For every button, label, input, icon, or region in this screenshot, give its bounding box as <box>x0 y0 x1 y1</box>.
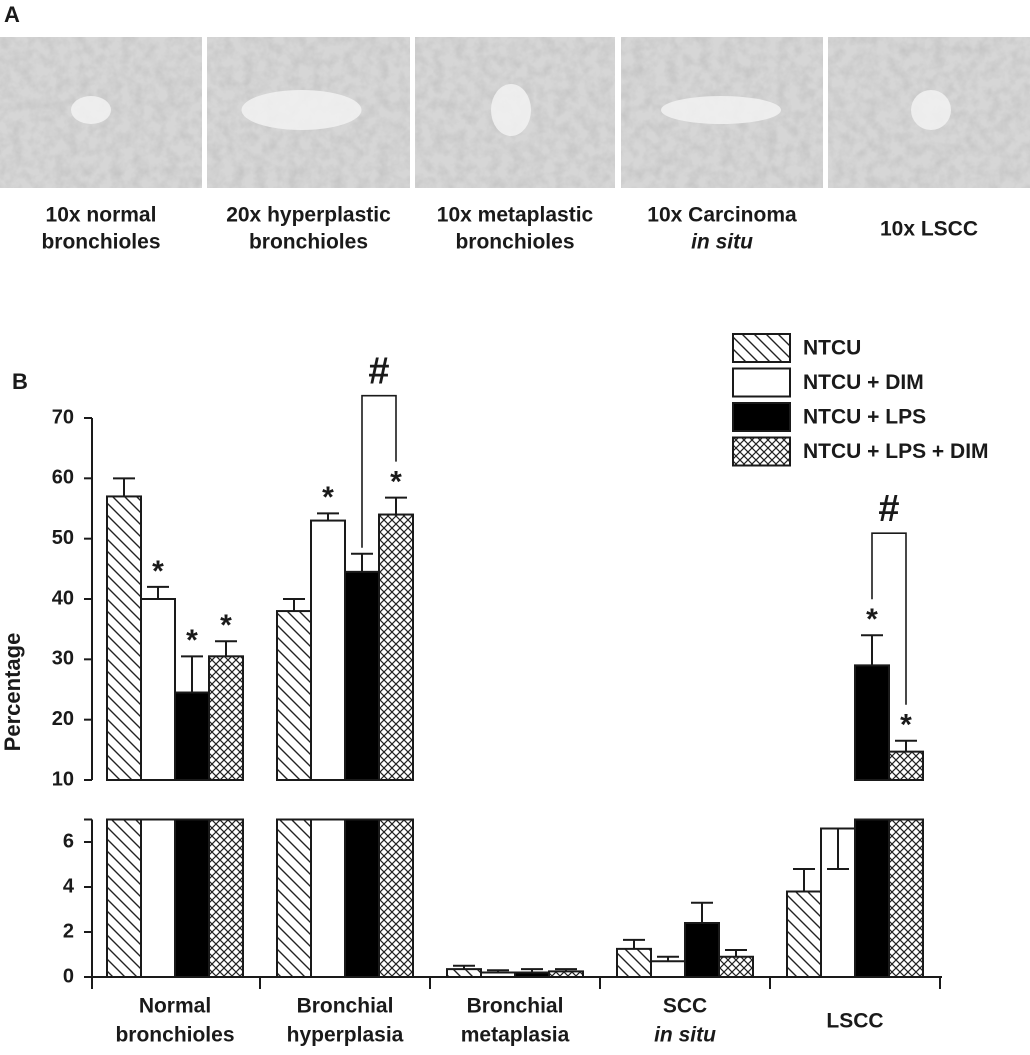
image-caption: bronchioles <box>41 231 160 254</box>
significance-mark: * <box>186 624 198 657</box>
y-tick-label: 30 <box>52 648 74 670</box>
y-tick-label: 0 <box>63 965 74 987</box>
bar <box>208 655 244 781</box>
legend-swatch <box>732 436 791 467</box>
image-caption: 10x metaplastic <box>437 204 594 227</box>
legend-label: NTCU + LPS + DIM <box>803 440 989 463</box>
bar <box>106 495 142 781</box>
x-tick-label: metaplasia <box>461 1024 570 1047</box>
significance-mark: * <box>390 466 402 499</box>
y-tick-label: 6 <box>63 830 74 852</box>
bar <box>786 890 822 978</box>
image-caption: 10x LSCC <box>880 218 978 241</box>
bracket-label: # <box>368 351 389 393</box>
y-tick-label: 2 <box>63 920 74 942</box>
x-tick-label: hyperplasia <box>287 1024 404 1047</box>
bar <box>276 818 312 978</box>
y-tick-label: 50 <box>52 527 74 549</box>
lumen <box>241 90 362 130</box>
panel-label: B <box>12 369 28 394</box>
x-tick-label: LSCC <box>826 1010 883 1033</box>
image-caption: 10x Carcinoma <box>647 204 797 227</box>
bar <box>310 818 346 978</box>
micrographs: 10x normal bronchioles 20x hyperplastic bro… <box>0 37 1030 254</box>
image-caption: 20x hyperplastic <box>226 204 391 227</box>
lumen <box>661 96 781 124</box>
y-tick-label: 60 <box>52 467 74 489</box>
y-tick-label: 40 <box>52 587 74 609</box>
bar <box>480 971 516 978</box>
significance-mark: * <box>866 603 878 636</box>
significance-mark: * <box>152 555 164 588</box>
bar <box>208 818 244 978</box>
bracket <box>871 532 907 705</box>
x-tick-label: in situ <box>654 1024 716 1047</box>
bar <box>140 818 176 978</box>
bar <box>344 570 380 781</box>
bar <box>718 955 754 978</box>
bar <box>888 750 924 781</box>
bar <box>854 818 890 978</box>
y-axis-label: Percentage <box>0 633 25 752</box>
legend-label: NTCU + DIM <box>803 371 924 394</box>
y-tick-label: 20 <box>52 708 74 730</box>
bar <box>854 664 890 781</box>
legend-label: NTCU <box>803 337 861 360</box>
y-tick-label: 4 <box>63 875 75 897</box>
bar <box>684 922 720 978</box>
bar <box>548 970 584 978</box>
bar <box>174 691 210 781</box>
bar <box>310 519 346 781</box>
lumen <box>911 90 951 130</box>
x-tick-label: bronchioles <box>115 1024 234 1047</box>
bar <box>888 818 924 978</box>
x-tick-label: Bronchial <box>467 995 564 1018</box>
bar <box>344 818 380 978</box>
bar <box>514 971 550 978</box>
significance-mark: * <box>322 481 334 514</box>
image-caption: bronchioles <box>455 231 574 254</box>
bar <box>378 513 414 781</box>
bar <box>106 818 142 978</box>
legend-swatch <box>732 402 791 432</box>
bar <box>276 610 312 781</box>
x-tick-label: Bronchial <box>297 995 394 1018</box>
image-caption: 10x normal <box>46 204 157 227</box>
bar <box>616 947 652 978</box>
panel-label: A <box>4 2 20 27</box>
bar <box>174 818 210 978</box>
lumen <box>71 96 111 124</box>
image-caption: in situ <box>691 231 753 254</box>
bar <box>378 818 414 978</box>
bar <box>140 598 176 781</box>
image-caption: bronchioles <box>249 231 368 254</box>
y-tick-label: 70 <box>52 406 74 428</box>
lumen <box>491 84 531 136</box>
bar <box>650 960 686 978</box>
legend-swatch <box>732 367 791 398</box>
x-tick-label: SCC <box>663 995 707 1018</box>
x-tick-label: Normal <box>139 995 211 1018</box>
y-tick-label: 10 <box>52 768 74 790</box>
legend-label: NTCU + LPS <box>803 406 926 429</box>
bar <box>446 968 482 978</box>
plot: 10 20 30 40 50 60 70 0 2 4 6 Normal bronchioles * * * Br… <box>52 333 989 1047</box>
legend-swatch <box>732 333 791 363</box>
bracket-label: # <box>878 488 899 530</box>
bracket <box>361 394 397 548</box>
significance-mark: * <box>220 609 232 642</box>
significance-mark: * <box>900 709 912 742</box>
